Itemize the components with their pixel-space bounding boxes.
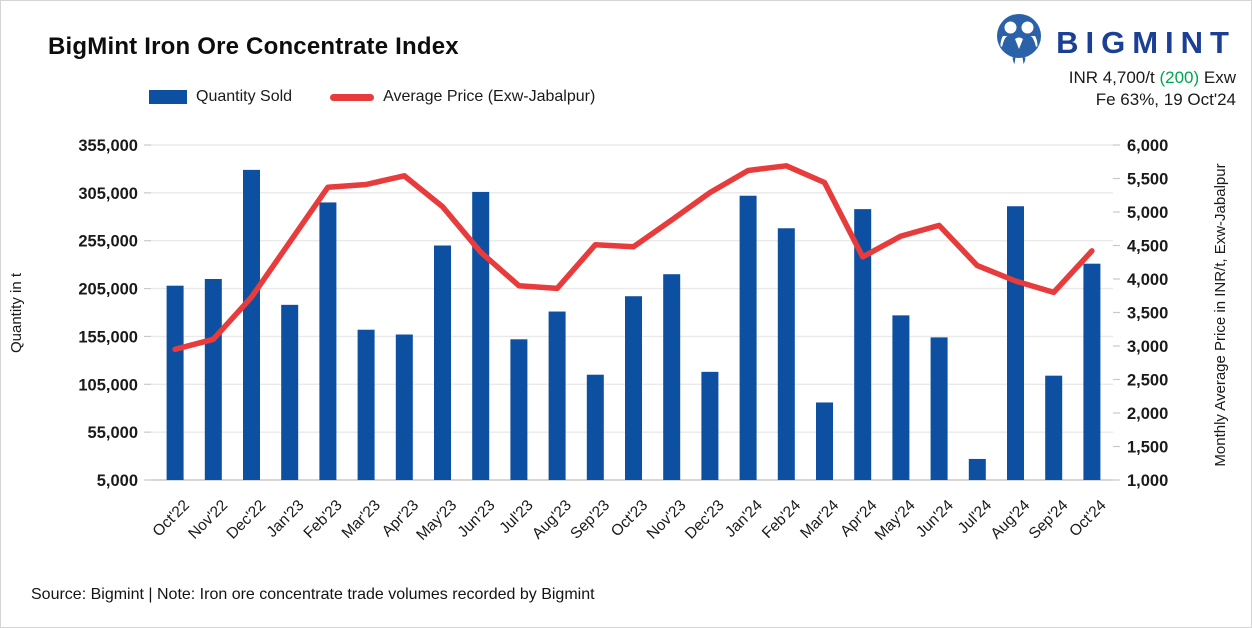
- x-axis-tick-label: Dec'22: [224, 497, 270, 543]
- bar-Apr'24: [854, 209, 872, 480]
- left-axis-tick-label: 155,000: [78, 328, 138, 346]
- right-axis-tick-label: 2,500: [1127, 372, 1168, 390]
- bar-Jan'23: [281, 304, 299, 480]
- bar-Aug'23: [548, 311, 566, 480]
- average-price-line: [172, 163, 1095, 353]
- bar-Jan'24: [739, 195, 757, 480]
- bar-Jun'23: [472, 191, 490, 480]
- left-axis-tick-label: 255,000: [78, 233, 138, 251]
- x-axis-tick-label: Nov'23: [644, 497, 690, 543]
- bar-May'24: [892, 315, 910, 480]
- x-axis-tick-label: Jun'23: [455, 497, 499, 541]
- x-axis-tick-label: Jan'24: [722, 497, 766, 541]
- chart-title: BigMint Iron Ore Concentrate Index: [48, 33, 459, 60]
- x-axis-tick-label: May'24: [872, 497, 919, 544]
- bar-Dec'23: [701, 371, 719, 480]
- left-axis-tick-label: 205,000: [78, 281, 138, 299]
- price-block: INR 4,700/t (200) Exw Fe 63%, 19 Oct'24: [1069, 67, 1236, 111]
- bar-Mar'24: [816, 402, 833, 480]
- legend-label-quantity: Quantity Sold: [196, 88, 293, 105]
- right-axis-tick-label: 2,000: [1127, 405, 1168, 423]
- x-axis-tick-label: Oct'23: [608, 497, 651, 540]
- left-axis-title: Quantity in t: [8, 272, 25, 353]
- legend-item-quantity: Quantity Sold: [149, 88, 292, 106]
- right-axis-tick-label: 1,500: [1127, 439, 1168, 457]
- chart-area: 5,000 55,000 105,000 155,000 205,000 255,000 3…: [1, 119, 1251, 591]
- right-axis-tick-label: 3,500: [1127, 305, 1168, 323]
- bigmint-logo-icon: [994, 13, 1046, 72]
- x-axis-tick-label: Mar'23: [339, 497, 384, 542]
- x-axis-tick-label: Jun'24: [913, 497, 957, 541]
- x-axis-tick-label: Feb'23: [301, 497, 346, 542]
- x-axis-tick-label: Sep'23: [567, 497, 613, 543]
- bar-Aug'24: [1007, 206, 1024, 480]
- right-axis-tick-label: 5,500: [1127, 171, 1168, 189]
- bar-Apr'23: [395, 334, 413, 480]
- bar-Mar'23: [357, 329, 375, 480]
- x-axis-tick-label: Dec'23: [682, 497, 728, 543]
- bar-Oct'22: [166, 285, 184, 480]
- x-axis-tick-label: Nov'22: [185, 497, 231, 543]
- source-note: Source: Bigmint | Note: Iron ore concent…: [31, 586, 595, 603]
- x-axis-tick-label: Oct'24: [1066, 497, 1110, 541]
- quantity-sold-swatch-icon: [149, 90, 187, 104]
- x-axis-tick-label: May'23: [413, 497, 460, 544]
- price-change: (200): [1159, 68, 1200, 87]
- bar-May'23: [434, 245, 451, 480]
- bar-Jul'24: [968, 458, 986, 480]
- left-axis-tick-label: 305,000: [78, 185, 138, 203]
- price-line: INR 4,700/t (200) Exw: [1069, 67, 1236, 89]
- price-terms: Exw: [1203, 68, 1236, 87]
- x-axis-tick-label: Feb'24: [759, 497, 804, 542]
- right-axis-tick-label: 5,000: [1127, 204, 1168, 222]
- x-axis-tick-label: Aug'23: [529, 497, 575, 543]
- right-axis-tick-label: 6,000: [1127, 137, 1168, 155]
- right-axis-tick-label: 3,000: [1127, 338, 1168, 356]
- x-axis-tick-label: Oct'22: [150, 497, 193, 540]
- bigmint-wordmark: BIGMINT: [1056, 24, 1236, 60]
- bar-Nov'22: [204, 279, 222, 480]
- spec-line: Fe 63%, 19 Oct'24: [1095, 90, 1236, 109]
- bar-Oct'24: [1083, 263, 1101, 480]
- bar-Jul'23: [510, 339, 528, 480]
- average-price-line-swatch-icon: [330, 93, 375, 101]
- left-axis-tick-label: 355,000: [78, 137, 138, 155]
- left-axis-tick-label: 55,000: [88, 424, 138, 442]
- bar-Dec'22: [243, 169, 260, 480]
- left-axis-tick-label: 5,000: [97, 472, 138, 490]
- x-axis-tick-label: Jan'23: [264, 497, 308, 541]
- right-axis-tick-label: 4,500: [1127, 238, 1168, 256]
- left-axis-tick-label: 105,000: [78, 376, 138, 394]
- right-axis-tick-label: 1,000: [1127, 472, 1168, 490]
- bar-Nov'23: [663, 274, 681, 480]
- bar-Feb'23: [319, 202, 337, 480]
- x-axis-tick-label: Aug'24: [988, 497, 1034, 543]
- bar-Oct'23: [625, 296, 642, 480]
- chart-legend: Quantity Sold Average Price (Exw-Jabalpu…: [149, 88, 595, 106]
- x-axis-tick-label: Mar'24: [797, 497, 842, 542]
- legend-item-price: Average Price (Exw-Jabalpur): [330, 88, 595, 106]
- brand-block: BIGMINT: [994, 13, 1236, 72]
- right-axis-tick-label: 4,000: [1127, 271, 1168, 289]
- bar-Feb'24: [777, 228, 795, 480]
- right-axis-title: Monthly Average Price in INR/t, Exw-Jaba…: [1212, 163, 1229, 466]
- bar-Jun'24: [930, 337, 948, 480]
- legend-label-price: Average Price (Exw-Jabalpur): [383, 88, 596, 105]
- price-value: INR 4,700/t: [1068, 68, 1155, 87]
- bar-Sep'24: [1045, 375, 1063, 480]
- dual-axis-chart: 5,000 55,000 105,000 155,000 205,000 255,000 3…: [8, 137, 1229, 544]
- bar-Sep'23: [586, 374, 604, 480]
- x-axis-tick-label: Sep'24: [1026, 497, 1072, 543]
